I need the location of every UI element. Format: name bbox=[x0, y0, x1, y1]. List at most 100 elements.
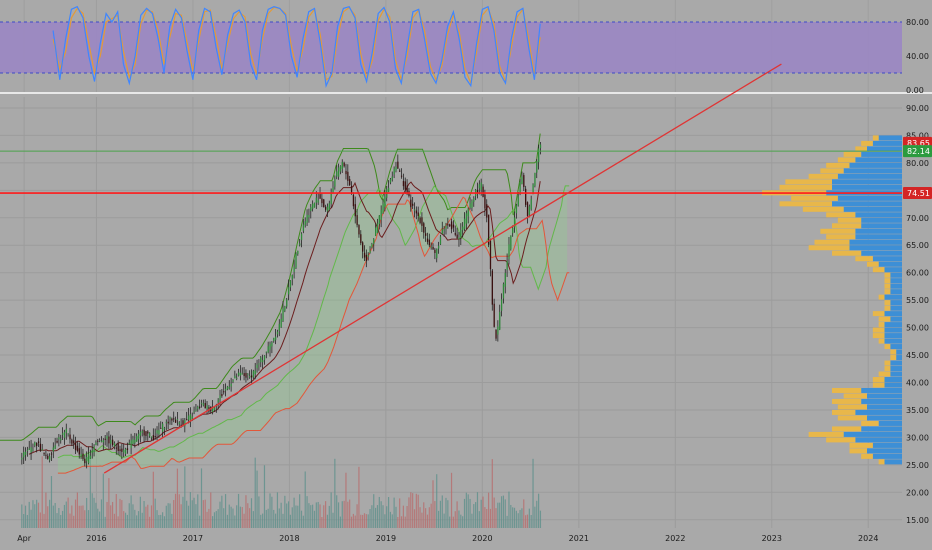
volume-bar bbox=[497, 502, 499, 528]
profile-bar-up bbox=[849, 245, 902, 251]
candle-body bbox=[269, 344, 271, 350]
candle-body bbox=[280, 318, 282, 328]
volume-bar bbox=[365, 514, 367, 528]
trendline[interactable] bbox=[103, 63, 782, 474]
candle-body bbox=[341, 161, 343, 169]
candle-body bbox=[365, 254, 368, 262]
volume-bar bbox=[89, 458, 91, 528]
volume-bar bbox=[293, 497, 295, 528]
price-tick-label: 35.00 bbox=[906, 406, 929, 415]
volume-bar bbox=[110, 505, 112, 528]
profile-bar-down bbox=[872, 327, 885, 333]
volume-bar bbox=[136, 515, 138, 528]
candle-body bbox=[193, 411, 195, 413]
profile-bar-down bbox=[884, 305, 891, 311]
candle-body bbox=[489, 240, 492, 270]
candle-body bbox=[347, 171, 349, 181]
candle-body bbox=[310, 206, 312, 212]
candle-body bbox=[160, 427, 162, 429]
volume-bar bbox=[441, 495, 443, 528]
volume-bar bbox=[517, 513, 519, 528]
candle-body bbox=[337, 167, 340, 177]
volume-bar bbox=[449, 516, 451, 528]
volume-bar bbox=[317, 501, 319, 528]
profile-bar-down bbox=[872, 311, 885, 317]
profile-bar-down bbox=[878, 294, 885, 300]
candle-body bbox=[367, 255, 369, 257]
candle-body bbox=[452, 224, 455, 228]
volume-bar bbox=[328, 505, 330, 528]
candle-body bbox=[528, 206, 531, 215]
volume-bar bbox=[86, 497, 88, 528]
price-tick-label: 40.00 bbox=[906, 379, 929, 388]
candle-body bbox=[460, 229, 462, 239]
candle-body bbox=[467, 208, 469, 217]
volume-bar bbox=[467, 494, 469, 528]
volume-bar bbox=[334, 458, 336, 528]
candle-body bbox=[295, 253, 297, 268]
profile-bar-up bbox=[861, 387, 902, 393]
volume-bar bbox=[456, 501, 458, 528]
profile-bar-up bbox=[861, 398, 902, 404]
volume-bar bbox=[352, 513, 354, 528]
candle-body bbox=[302, 224, 305, 231]
candle-body bbox=[158, 430, 160, 435]
candle-body bbox=[486, 204, 488, 218]
price-tick-label: 80.00 bbox=[906, 159, 929, 168]
horizontal-lines bbox=[0, 150, 902, 194]
candle-body bbox=[187, 415, 190, 420]
time-tick-label: 2018 bbox=[279, 534, 299, 543]
price-tick-label: 90.00 bbox=[906, 104, 929, 113]
profile-bar-down bbox=[878, 459, 885, 465]
price-tick-label: 45.00 bbox=[906, 351, 929, 360]
candle-body bbox=[454, 233, 456, 235]
volume-bar bbox=[245, 495, 247, 528]
volume-bar bbox=[512, 507, 514, 528]
candle-body bbox=[439, 236, 442, 245]
profile-bar-down bbox=[849, 442, 873, 448]
volume-bar bbox=[406, 506, 408, 528]
volume-bar bbox=[99, 511, 101, 528]
profile-bar-down bbox=[855, 146, 867, 152]
volume-bar bbox=[156, 510, 158, 528]
price-tick-label: 20.00 bbox=[906, 488, 929, 497]
candle-body bbox=[284, 306, 286, 311]
profile-bar-down bbox=[884, 366, 891, 372]
candle-body bbox=[437, 245, 440, 249]
candle-body bbox=[274, 336, 277, 341]
candle-body bbox=[537, 148, 540, 163]
volume-bar bbox=[202, 500, 204, 528]
candle-body bbox=[412, 203, 414, 206]
volume-bar bbox=[404, 516, 406, 528]
volume-bar bbox=[362, 514, 364, 528]
candle-body bbox=[389, 179, 392, 183]
candle-body bbox=[363, 252, 366, 258]
price-axis[interactable]: 15.00 20.00 25.00 30.00 35.00 40.00 45.00 50.00… bbox=[902, 95, 932, 530]
volume-bar bbox=[56, 513, 58, 528]
profile-bar-up bbox=[867, 448, 902, 454]
volume-bar bbox=[508, 491, 510, 528]
candle-body bbox=[71, 439, 73, 444]
profile-bar-down bbox=[861, 420, 879, 426]
profile-bar-up bbox=[884, 311, 902, 317]
candle-body bbox=[399, 170, 401, 172]
volume-bar bbox=[343, 500, 345, 528]
profile-bar-up bbox=[861, 223, 902, 229]
candle-body bbox=[200, 402, 203, 404]
profile-bar-down bbox=[884, 289, 891, 295]
volume-bar bbox=[321, 517, 323, 528]
volume-bar bbox=[123, 511, 125, 528]
candle-body bbox=[504, 272, 506, 287]
profile-bar-up bbox=[878, 261, 902, 267]
time-axis[interactable]: Apr 2016 2017 2018 2019 2020 2021 2022 2023 2024 bbox=[0, 530, 932, 550]
volume-bar bbox=[54, 502, 56, 528]
candle-body bbox=[306, 214, 308, 223]
volume-bar bbox=[349, 499, 351, 528]
volume-bar bbox=[363, 513, 366, 528]
candle-body bbox=[243, 373, 245, 377]
candle-body bbox=[204, 403, 206, 409]
candle-body bbox=[436, 248, 438, 259]
volume-bar bbox=[462, 516, 464, 528]
volume-bar bbox=[137, 511, 140, 528]
